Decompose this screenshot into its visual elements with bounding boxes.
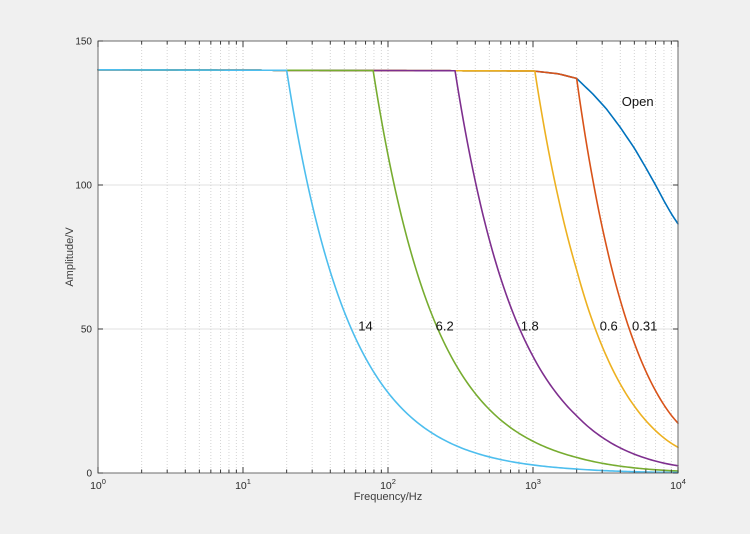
annotations-layer: Open 0.31 0.6 1.8 6.2 14 (358, 94, 657, 334)
annotation-14: 14 (358, 319, 372, 334)
axes-layer (97, 40, 679, 474)
annotation-0-31: 0.31 (632, 319, 657, 334)
y-axis-label: Amplitude/V (64, 227, 76, 287)
annotation-open: Open (622, 94, 654, 109)
y-tick-label: 50 (81, 325, 93, 336)
y-tick-label: 150 (75, 37, 92, 48)
curves-layer (97, 69, 679, 474)
x-tick-label: 102 (380, 477, 396, 492)
annotation-1-8: 1.8 (521, 319, 539, 334)
curve-r-14 (97, 69, 679, 474)
x-tick-label: 101 (235, 477, 251, 492)
y-tick-label: 100 (75, 181, 92, 192)
tick-labels-layer: 0 50 100 150 100 101 102 103 104 (75, 37, 686, 493)
y-tick-label: 0 (86, 469, 92, 480)
x-tick-label: 100 (90, 477, 106, 492)
annotation-0-6: 0.6 (600, 319, 618, 334)
annotation-6-2: 6.2 (436, 319, 454, 334)
x-tick-label: 104 (670, 477, 686, 492)
x-tick-label: 103 (525, 477, 541, 492)
grid-layer (98, 41, 678, 473)
x-axis-label: Frequency/Hz (354, 491, 422, 503)
